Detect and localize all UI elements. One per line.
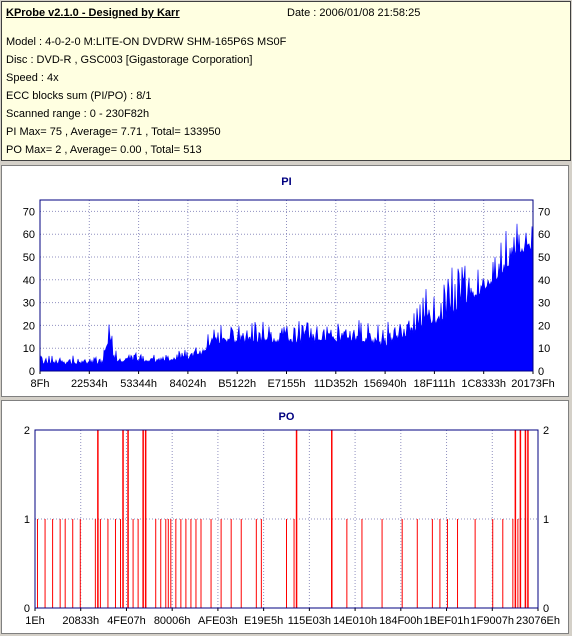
y-tick-label-right: 2 bbox=[543, 425, 549, 437]
chart-title: PI bbox=[281, 176, 291, 188]
po-chart-panel: PO 1Eh 20833h 4FE07h 80006h AFE03h E19E5h 115E0… bbox=[1, 400, 569, 634]
y-tick-label-right: 60 bbox=[538, 229, 550, 241]
x-tick-label: 1C8333h bbox=[461, 378, 506, 390]
x-tick-label: AFE03h bbox=[198, 615, 238, 627]
plot-border bbox=[39, 199, 534, 372]
x-tick-label: 23076Eh bbox=[516, 615, 560, 627]
y-tick-label-left: 40 bbox=[23, 275, 35, 287]
y-tick-label-right: 0 bbox=[543, 603, 549, 615]
po-summary-line: PO Max= 2 , Average= 0.00 , Total= 513 bbox=[6, 144, 202, 156]
y-tick-label-left: 0 bbox=[29, 366, 35, 378]
x-tick-label: 156940h bbox=[364, 378, 407, 390]
ecc-line: ECC blocks sum (PI/PO) : 8/1 bbox=[6, 90, 152, 102]
x-tick-label: 1F9007h bbox=[471, 615, 514, 627]
y-tick-label-left: 70 bbox=[23, 206, 35, 218]
range-line: Scanned range : 0 - 230F82h bbox=[6, 108, 150, 120]
x-tick-label: 20833h bbox=[62, 615, 99, 627]
x-tick-label: 20173Fh bbox=[511, 378, 554, 390]
y-tick-label-right: 50 bbox=[538, 252, 550, 264]
y-tick-label-left: 30 bbox=[23, 298, 35, 310]
x-tick-label: 14E010h bbox=[333, 615, 377, 627]
y-tick-label-right: 0 bbox=[538, 366, 544, 378]
y-tick-label-right: 40 bbox=[538, 275, 550, 287]
x-tick-label: 1Eh bbox=[25, 615, 45, 627]
y-tick-label-right: 70 bbox=[538, 206, 550, 218]
info-panel: KProbe v2.1.0 - Designed by Karr Date : … bbox=[1, 1, 571, 161]
x-tick-label: E19E5h bbox=[244, 615, 283, 627]
disc-line: Disc : DVD-R , GSC003 [Gigastorage Corpo… bbox=[6, 54, 253, 66]
y-tick-label-left: 20 bbox=[23, 320, 35, 332]
y-tick-label-left: 50 bbox=[23, 252, 35, 264]
pi-summary-line: PI Max= 75 , Average= 7.71 , Total= 1339… bbox=[6, 126, 221, 138]
y-tick-label-right: 20 bbox=[538, 320, 550, 332]
x-tick-label: 4FE07h bbox=[107, 615, 146, 627]
y-tick-label-right: 30 bbox=[538, 298, 550, 310]
y-tick-label-left: 60 bbox=[23, 229, 35, 241]
x-tick-label: 80006h bbox=[154, 615, 191, 627]
plot-border bbox=[34, 429, 539, 609]
x-tick-label: 53344h bbox=[120, 378, 157, 390]
x-tick-label: B5122h bbox=[218, 378, 256, 390]
x-tick-label: E7155h bbox=[268, 378, 306, 390]
x-tick-label: 22534h bbox=[71, 378, 108, 390]
y-tick-label-left: 0 bbox=[24, 603, 30, 615]
x-tick-label: 184F00h bbox=[379, 615, 422, 627]
model-line: Model : 4-0-2-0 M:LITE-ON DVDRW SHM-165P… bbox=[6, 36, 287, 48]
chart-title: PO bbox=[279, 411, 295, 423]
pi-series-area bbox=[39, 223, 534, 372]
y-tick-label-left: 10 bbox=[23, 343, 35, 355]
po-chart: PO 1Eh 20833h 4FE07h 80006h AFE03h E19E5h 115E0… bbox=[24, 411, 560, 627]
x-tick-label: 84024h bbox=[170, 378, 207, 390]
x-tick-label: 18F111h bbox=[414, 378, 456, 390]
speed-line: Speed : 4x bbox=[6, 72, 59, 84]
y-tick-label-right: 1 bbox=[543, 514, 549, 526]
y-tick-label-left: 2 bbox=[24, 425, 30, 437]
y-tick-label-right: 10 bbox=[538, 343, 550, 355]
scan-date: Date : 2006/01/08 21:58:25 bbox=[287, 7, 421, 19]
x-tick-label: 1BEF01h bbox=[424, 615, 470, 627]
pi-chart: PI 8Fh 22534h 53344h 84024h B5122h E7155h 11D35… bbox=[23, 176, 555, 390]
x-tick-label: 8Fh bbox=[31, 378, 50, 390]
pi-chart-panel: PI 8Fh 22534h 53344h 84024h B5122h E7155h 11D35… bbox=[1, 165, 569, 397]
x-tick-label: 115E03h bbox=[288, 615, 331, 627]
y-tick-label-left: 1 bbox=[24, 514, 30, 526]
x-tick-label: 11D352h bbox=[314, 378, 358, 390]
app-title: KProbe v2.1.0 - Designed by Karr bbox=[6, 7, 180, 19]
